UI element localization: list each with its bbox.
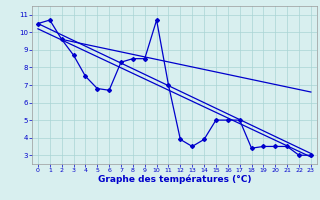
X-axis label: Graphe des températures (°C): Graphe des températures (°C) (98, 175, 251, 184)
